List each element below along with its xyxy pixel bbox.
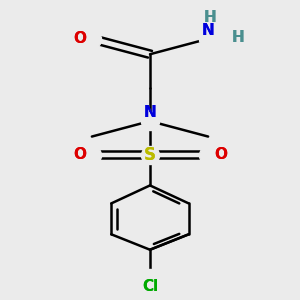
- Text: O: O: [73, 147, 86, 162]
- Text: O: O: [214, 147, 227, 162]
- Text: Cl: Cl: [142, 279, 158, 294]
- Text: S: S: [144, 146, 156, 164]
- Text: O: O: [214, 147, 227, 162]
- Text: H: H: [204, 10, 216, 25]
- Text: N: N: [144, 105, 156, 120]
- Text: N: N: [144, 105, 156, 120]
- Text: H: H: [231, 30, 244, 45]
- Text: O: O: [73, 147, 86, 162]
- Text: O: O: [73, 31, 86, 46]
- Text: N: N: [202, 22, 214, 38]
- Text: N: N: [202, 22, 214, 38]
- Text: H: H: [204, 10, 216, 25]
- Text: Cl: Cl: [142, 279, 158, 294]
- Text: O: O: [73, 31, 86, 46]
- Text: H: H: [231, 30, 244, 45]
- Text: S: S: [144, 146, 156, 164]
